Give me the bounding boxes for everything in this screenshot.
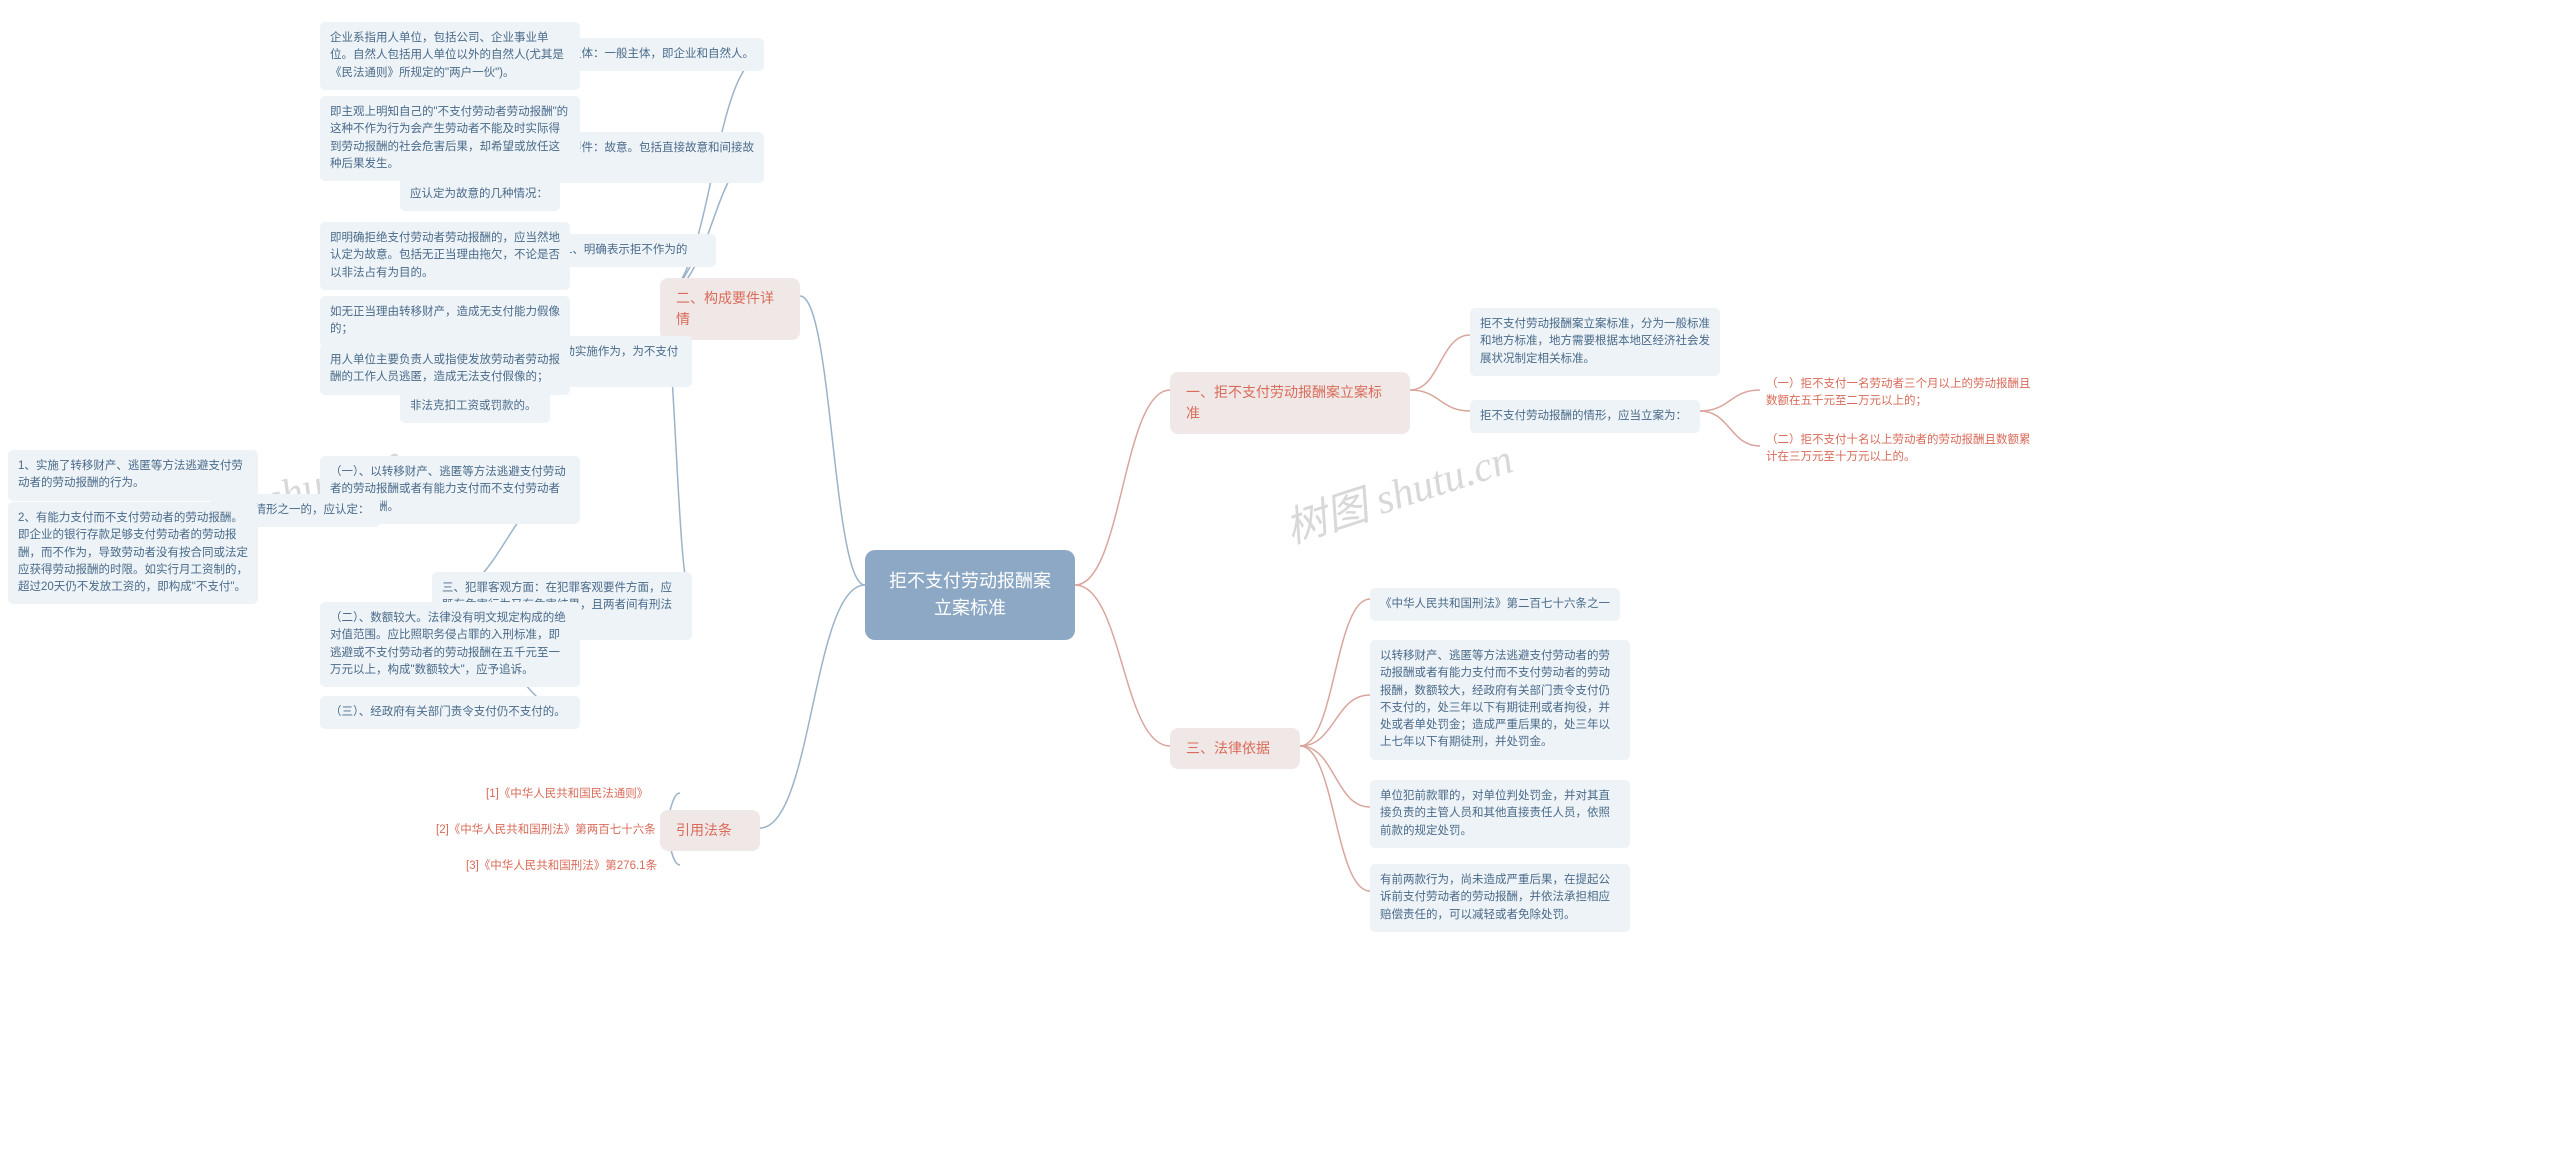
branch-3[interactable]: 三、法律依据 [1170,728,1300,769]
branch-1[interactable]: 一、拒不支付劳动报酬案立案标准 [1170,372,1410,434]
b4-ref-3: [3]《中华人民共和国刑法》第276.1条 [460,854,680,879]
b2-intent-detail: 即主观上明知自己的"不支付劳动者劳动报酬"的这种不作为行为会产生劳动者不能及时实… [320,96,580,181]
b1-sub-a: （一）拒不支付一名劳动者三个月以上的劳动报酬且数额在五千元至二万元以上的； [1760,372,2040,415]
b2-obj-3: （三）、经政府有关部门责令支付仍不支付的。 [320,696,580,729]
b2-intent-case1: 1、明确表示拒不作为的 [556,234,716,267]
b2-intent-case2c: 非法克扣工资或罚款的。 [400,390,550,423]
b2-subject-detail: 企业系指用人单位，包括公司、企业事业单位。自然人包括用人单位以外的自然人(尤其是… [320,22,580,90]
b2-intent-case2b: 用人单位主要负责人或指使发放劳动者劳动报酬的工作人员逃匿，造成无法支付假像的； [320,344,570,395]
b3-law-3: 单位犯前款罪的，对单位判处罚金，并对其直接负责的主管人员和其他直接责任人员，依照… [1370,780,1630,848]
b2-intent-case2a: 如无正当理由转移财产，造成无支付能力假像的； [320,296,570,347]
b1-sub-b: （二）拒不支付十名以上劳动者的劳动报酬且数额累计在三万元至十万元以上的。 [1760,428,2040,471]
b2-intent-cases: 应认定为故意的几种情况： [400,178,560,211]
b4-ref-2: [2]《中华人民共和国刑法》第两百七十六条 [430,818,680,843]
b2-obj-1b: 2、有能力支付而不支付劳动者的劳动报酬。即企业的银行存款足够支付劳动者的劳动报酬… [8,502,258,604]
b3-law-2: 以转移财产、逃匿等方法逃避支付劳动者的劳动报酬或者有能力支付而不支付劳动者的劳动… [1370,640,1630,760]
b1-note-1: 拒不支付劳动报酬案立案标准，分为一般标准和地方标准，地方需要根据本地区经济社会发… [1470,308,1720,376]
b4-ref-1: [1]《中华人民共和国民法通则》 [480,782,680,807]
b2-obj-1a: 1、实施了转移财产、逃匿等方法逃避支付劳动者的劳动报酬的行为。 [8,450,258,501]
branch-2[interactable]: 二、构成要件详情 [660,278,800,340]
b2-obj-2: （二）、数额较大。法律没有明文规定构成的绝对值范围。应比照职务侵占罪的入刑标准，… [320,602,580,687]
b3-law-1: 《中华人民共和国刑法》第二百七十六条之一 [1370,588,1620,621]
root-node[interactable]: 拒不支付劳动报酬案立案标准 [865,550,1075,640]
b2-intent-case1-detail: 即明确拒绝支付劳动者劳动报酬的，应当然地认定为故意。包括无正当理由拖欠，不论是否… [320,222,570,290]
b3-law-4: 有前两款行为，尚未造成严重后果，在提起公诉前支付劳动者的劳动报酬，并依法承担相应… [1370,864,1630,932]
b1-note-2: 拒不支付劳动报酬的情形，应当立案为： [1470,400,1700,433]
watermark-2: 树图 shutu.cn [1276,425,1519,556]
